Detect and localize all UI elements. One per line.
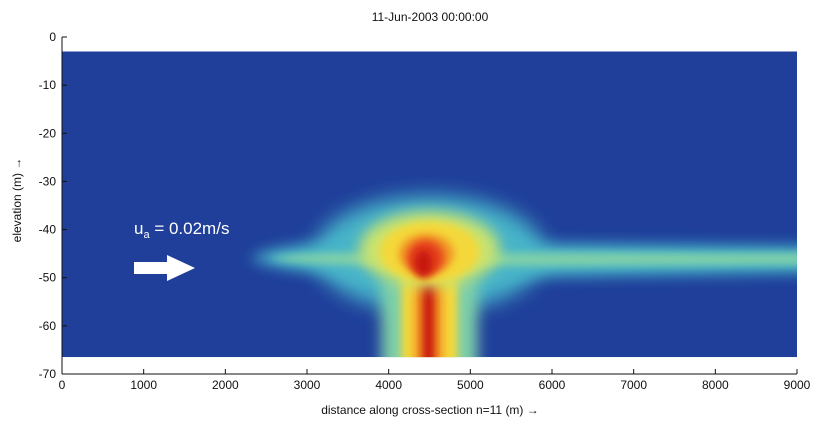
y-tick-label: -50 [39,271,57,285]
x-tick-label: 5000 [457,378,484,392]
velocity-label-rest: = 0.02m/s [150,219,230,238]
velocity-label-base: u [134,219,143,238]
y-tick-label: -10 [39,78,57,92]
velocity-label: ua = 0.02m/s [134,219,229,241]
y-tick-label: -60 [39,319,57,333]
x-axis-label: distance along cross-section n=11 (m) → [321,403,539,417]
x-tick-label: 4000 [375,378,402,392]
x-tick-label: 6000 [539,378,566,392]
y-tick-label: 0 [49,30,56,44]
x-ticks: 0 1000 2000 3000 4000 5000 6000 7000 8000 9000 [59,369,811,392]
x-tick-label: 8000 [702,378,729,392]
plume-inner [269,252,797,267]
y-ticks: 0 -10 -20 -30 -40 -50 -60 -70 [39,30,67,381]
y-tick-label: -30 [39,174,57,188]
y-tick-label: -20 [39,126,57,140]
x-tick-label: 9000 [784,378,811,392]
velocity-annotation: ua = 0.02m/s [134,219,229,281]
y-axis-label: elevation (m) → [10,158,24,243]
velocity-label-subscript: a [143,229,150,241]
x-tick-label: 3000 [294,378,321,392]
y-tick-label: -70 [39,367,57,381]
heatmap-field [62,51,797,358]
core-peak [414,249,433,278]
column-core [422,267,435,358]
flow-arrow-icon [134,255,195,281]
chart-title: 11-Jun-2003 00:00:00 [372,10,489,24]
x-tick-label: 0 [59,378,66,392]
x-tick-label: 7000 [620,378,647,392]
x-tick-label: 2000 [212,378,239,392]
x-tick-label: 1000 [130,378,157,392]
axes: 0 1000 2000 3000 4000 5000 6000 7000 8000 9000 0-… [39,30,811,392]
y-tick-label: -40 [39,223,57,237]
